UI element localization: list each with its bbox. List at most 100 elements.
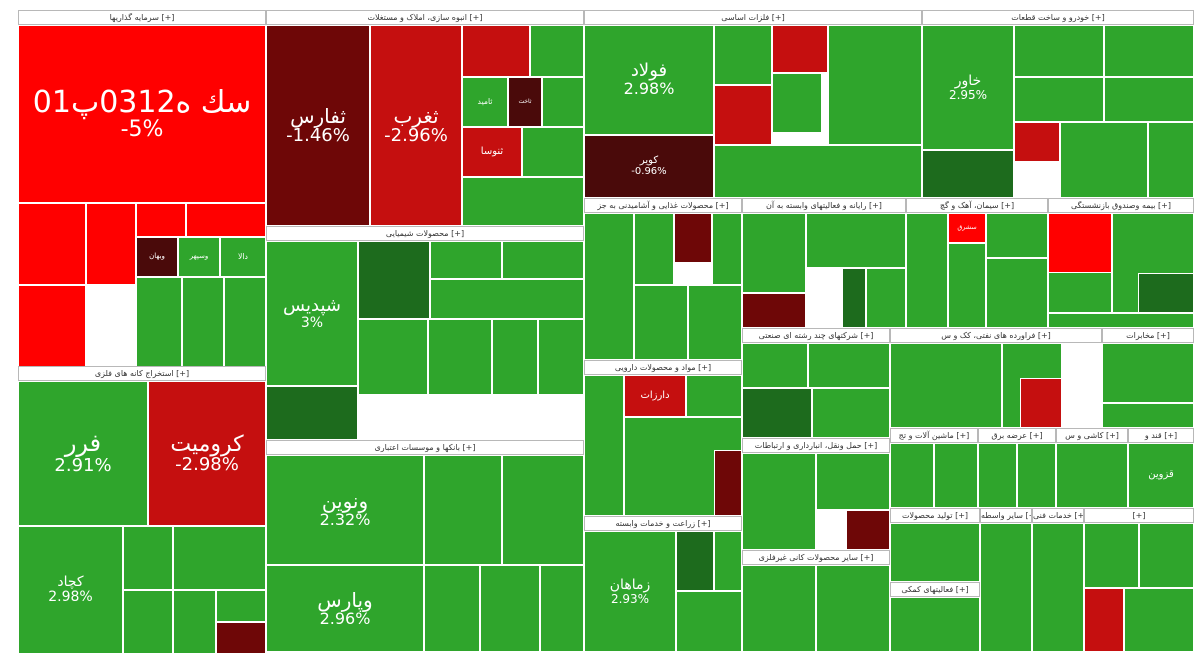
stock-tile[interactable] bbox=[1014, 25, 1104, 77]
stock-tile[interactable] bbox=[86, 203, 136, 285]
stock-tile[interactable] bbox=[906, 213, 948, 328]
stock-tile[interactable] bbox=[480, 565, 540, 652]
stock-tile[interactable]: ثفارس -1.46% bbox=[266, 25, 370, 226]
sector-header[interactable]: محصولات شیمیایی [+] bbox=[266, 226, 584, 241]
stock-tile[interactable] bbox=[18, 285, 86, 367]
stock-tile[interactable]: شپدیس 3% bbox=[266, 241, 358, 386]
stock-tile[interactable] bbox=[676, 531, 714, 591]
stock-tile[interactable] bbox=[1032, 523, 1084, 652]
stock-tile[interactable] bbox=[816, 453, 890, 510]
stock-tile[interactable]: وبهان bbox=[136, 237, 178, 277]
stock-tile[interactable] bbox=[978, 443, 1017, 508]
stock-tile[interactable] bbox=[542, 77, 584, 127]
stock-tile[interactable] bbox=[772, 73, 822, 133]
stock-tile[interactable] bbox=[634, 285, 688, 360]
stock-tile[interactable]: فولاد 2.98% bbox=[584, 25, 714, 135]
stock-tile[interactable] bbox=[674, 213, 712, 263]
stock-tile[interactable] bbox=[1148, 122, 1194, 198]
sector-header[interactable]: بیمه وصندوق بازنشستگی [+] bbox=[1048, 198, 1194, 213]
stock-tile[interactable] bbox=[1020, 378, 1062, 428]
sector-header[interactable]: مخابرات [+] bbox=[1102, 328, 1194, 343]
stock-tile[interactable] bbox=[890, 443, 934, 508]
stock-tile[interactable] bbox=[714, 85, 772, 145]
stock-tile[interactable] bbox=[584, 375, 624, 516]
stock-tile[interactable] bbox=[742, 293, 806, 328]
stock-tile[interactable] bbox=[1014, 122, 1060, 162]
stock-tile[interactable]: ونوین 2.32% bbox=[266, 455, 424, 565]
stock-tile[interactable] bbox=[1084, 523, 1139, 588]
sector-header[interactable]: [+] bbox=[1084, 508, 1194, 523]
stock-tile[interactable] bbox=[123, 526, 173, 590]
stock-tile[interactable] bbox=[816, 565, 890, 652]
stock-tile[interactable] bbox=[358, 241, 430, 319]
stock-tile[interactable] bbox=[1104, 77, 1194, 122]
stock-tile[interactable] bbox=[182, 277, 224, 367]
stock-tile[interactable]: قزوین bbox=[1128, 443, 1194, 508]
stock-tile[interactable] bbox=[980, 523, 1032, 652]
stock-tile[interactable] bbox=[186, 203, 266, 237]
stock-tile[interactable]: ثامید bbox=[462, 77, 508, 127]
sector-header[interactable]: فلزات اساسی [+] bbox=[584, 10, 922, 25]
stock-tile[interactable] bbox=[173, 590, 216, 654]
sector-header[interactable]: تولید محصولات [+] bbox=[890, 508, 980, 523]
stock-tile[interactable] bbox=[1060, 122, 1148, 198]
stock-tile[interactable] bbox=[742, 565, 816, 652]
stock-tile[interactable] bbox=[430, 279, 584, 319]
stock-tile[interactable]: دالا bbox=[220, 237, 266, 277]
stock-tile[interactable] bbox=[808, 343, 890, 388]
stock-tile[interactable] bbox=[712, 213, 742, 285]
stock-tile[interactable] bbox=[424, 455, 502, 565]
stock-tile[interactable] bbox=[688, 285, 742, 360]
sector-header[interactable]: استخراج کانه های فلزی [+] bbox=[18, 366, 266, 381]
stock-tile[interactable] bbox=[1139, 523, 1194, 588]
sector-header[interactable]: خودرو و ساخت قطعات [+] bbox=[922, 10, 1194, 25]
stock-tile[interactable]: وپارس 2.96% bbox=[266, 565, 424, 652]
stock-tile[interactable] bbox=[538, 319, 584, 395]
stock-tile[interactable] bbox=[224, 277, 266, 367]
sector-header[interactable]: خدمات فنی [+] bbox=[1032, 508, 1084, 523]
stock-tile[interactable] bbox=[1102, 403, 1194, 428]
stock-tile[interactable] bbox=[1048, 213, 1112, 273]
stock-tile[interactable] bbox=[866, 268, 906, 328]
stock-tile[interactable] bbox=[1138, 273, 1194, 313]
sector-header[interactable]: فعالیتهای کمکی [+] bbox=[890, 582, 980, 597]
sector-header[interactable]: رایانه و فعالیتهای وابسته به آن [+] bbox=[742, 198, 906, 213]
stock-tile[interactable] bbox=[462, 25, 530, 77]
stock-tile[interactable]: زماهان 2.93% bbox=[584, 531, 676, 652]
stock-tile[interactable] bbox=[806, 213, 906, 268]
sector-header[interactable]: ماشین آلات و تج [+] bbox=[890, 428, 978, 443]
sector-header[interactable]: محصولات غذایی و آشامیدنی به جز [+] bbox=[584, 198, 742, 213]
stock-tile[interactable] bbox=[522, 127, 584, 177]
stock-tile[interactable] bbox=[492, 319, 538, 395]
stock-tile[interactable] bbox=[502, 241, 584, 279]
stock-tile[interactable] bbox=[1014, 77, 1104, 122]
stock-tile[interactable] bbox=[742, 343, 808, 388]
stock-tile[interactable] bbox=[742, 213, 806, 293]
stock-tile[interactable] bbox=[173, 526, 266, 590]
stock-tile[interactable] bbox=[123, 590, 173, 654]
stock-tile[interactable] bbox=[584, 213, 634, 360]
stock-tile[interactable]: فرر 2.91% bbox=[18, 381, 148, 526]
sector-header[interactable]: مواد و محصولات دارویی [+] bbox=[584, 360, 742, 375]
stock-tile[interactable] bbox=[358, 319, 428, 395]
stock-tile[interactable] bbox=[1048, 313, 1194, 328]
sector-header[interactable]: قند و [+] bbox=[1128, 428, 1194, 443]
stock-tile[interactable] bbox=[772, 25, 828, 73]
sector-header[interactable]: سرمایه گذاریها [+] bbox=[18, 10, 266, 25]
stock-tile[interactable] bbox=[714, 145, 922, 198]
stock-tile[interactable] bbox=[842, 268, 866, 328]
stock-tile[interactable] bbox=[136, 277, 182, 367]
stock-tile[interactable] bbox=[812, 388, 890, 438]
sector-header[interactable]: فراورده های نفتی، کک و س [+] bbox=[890, 328, 1102, 343]
sector-header[interactable]: سایر واسطه [+] bbox=[980, 508, 1032, 523]
stock-tile[interactable] bbox=[136, 203, 186, 237]
stock-tile[interactable]: كچاد 2.98% bbox=[18, 526, 123, 654]
stock-tile[interactable] bbox=[1104, 25, 1194, 77]
stock-tile[interactable] bbox=[676, 591, 742, 652]
stock-tile[interactable]: ثغرب -2.96% bbox=[370, 25, 462, 226]
sector-header[interactable]: کاشی و س [+] bbox=[1056, 428, 1128, 443]
sector-header[interactable]: حمل ونقل، انبارداری و ارتباطات [+] bbox=[742, 438, 890, 453]
stock-tile[interactable] bbox=[714, 450, 742, 516]
stock-tile[interactable]: كرومیت -2.98% bbox=[148, 381, 266, 526]
stock-tile[interactable] bbox=[922, 150, 1014, 198]
